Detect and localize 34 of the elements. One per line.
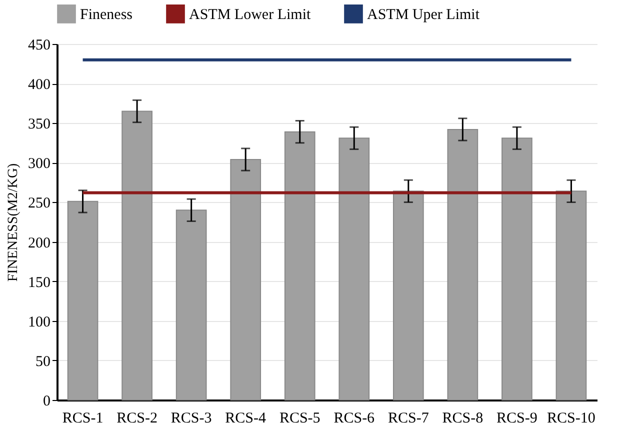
x-tick-label: RCS-2 — [116, 410, 158, 426]
y-tick-label: 200 — [28, 235, 50, 252]
bar — [392, 190, 424, 400]
bar — [122, 110, 152, 400]
x-tick-label: RCS-9 — [496, 410, 538, 426]
y-tick-label: 250 — [28, 196, 50, 212]
legend-label: Fineness — [80, 6, 133, 23]
y-tick-label: 350 — [28, 116, 50, 133]
y-tick-label: 400 — [28, 77, 50, 94]
x-tick-label: RCS-1 — [62, 410, 104, 426]
x-tick-label: RCS-5 — [279, 410, 320, 426]
x-tick-label: RCS-10 — [547, 410, 596, 426]
bar — [67, 200, 98, 400]
x-tick-label: RCS-3 — [170, 410, 212, 426]
bar — [284, 131, 316, 400]
bar — [447, 128, 478, 400]
bar — [230, 159, 262, 400]
x-tick-label: RCS-4 — [225, 410, 267, 426]
bar — [338, 138, 370, 400]
y-tick-label: 450 — [28, 38, 50, 54]
bar — [176, 210, 207, 400]
legend-label: ASTM Uper Limit — [367, 6, 480, 23]
y-tick-label: 0 — [43, 394, 50, 410]
x-tick-label: RCS-7 — [388, 410, 430, 426]
y-tick-label: 150 — [28, 274, 50, 291]
y-tick-label: 100 — [28, 314, 50, 330]
y-axis-title: FINENESS(M2/KG) — [6, 163, 21, 282]
x-tick-label: RCS-8 — [442, 410, 484, 426]
bar — [502, 138, 532, 400]
bar — [556, 190, 587, 400]
legend-label: ASTM Lower Limit — [189, 6, 312, 23]
y-tick-label: 50 — [36, 354, 50, 370]
x-tick-label: RCS-6 — [334, 410, 376, 426]
y-tick-label: 300 — [28, 156, 50, 172]
